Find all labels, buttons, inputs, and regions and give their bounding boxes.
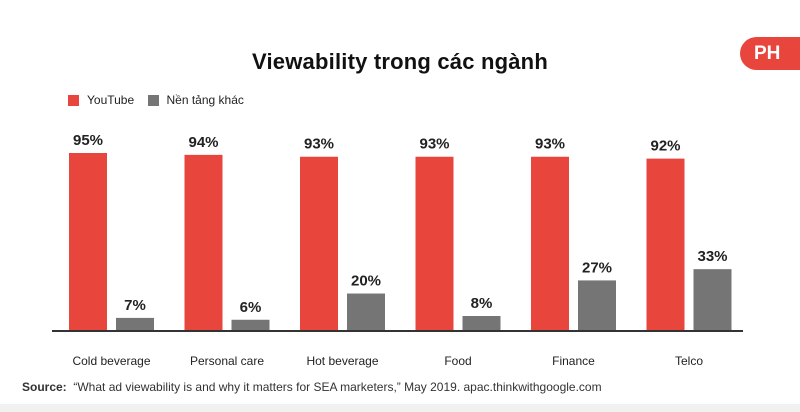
data-label-youtube-1: 95% [73,132,103,149]
legend-label-youtube: YouTube [87,93,135,107]
category-label-3: Hot beverage [306,354,378,368]
category-label-4: Food [444,354,471,368]
data-label-other-1: 7% [124,297,146,314]
category-label-1: Cold beverage [72,354,150,368]
source-label: Source: [22,380,67,394]
bar-other-3 [347,293,385,331]
bar-youtube-3 [300,156,338,331]
bar-youtube-2 [184,154,223,331]
legend: YouTube Nền tảng khác [68,93,254,109]
data-label-youtube-3: 93% [304,136,334,153]
bar-youtube-5 [531,156,569,331]
data-label-other-6: 33% [697,248,727,265]
legend-swatch-other [147,94,159,106]
bar-other-1 [116,317,154,331]
bar-other-2 [231,319,270,331]
data-label-youtube-2: 94% [188,134,218,151]
source-text: “What ad viewability is and why it matte… [73,380,602,394]
legend-item-other: Nền tảng khác [147,93,244,107]
bar-other-5 [578,280,616,331]
category-label-5: Finance [552,354,595,368]
bar-other-6 [693,269,732,331]
bar-youtube-1 [69,153,107,331]
data-label-youtube-5: 93% [535,136,565,153]
bar-youtube-6 [646,158,685,331]
data-label-other-2: 6% [240,299,262,316]
legend-item-youtube: YouTube [68,93,134,107]
data-label-other-4: 8% [471,295,493,312]
data-label-other-5: 27% [582,259,612,276]
data-label-youtube-4: 93% [419,136,449,153]
category-label-6: Telco [675,354,703,368]
legend-label-other: Nền tảng khác [166,93,244,107]
source-note: Source: “What ad viewability is and why … [22,380,602,394]
bar-youtube-4 [415,156,454,331]
footer-band [0,404,800,412]
bar-other-4 [462,316,501,331]
data-label-other-3: 20% [351,273,381,290]
chart-title: Viewability trong các ngành [252,49,548,74]
data-label-youtube-6: 92% [650,138,680,155]
brand-badge: PH [740,37,800,70]
legend-swatch-youtube [68,94,79,106]
category-label-2: Personal care [190,354,264,368]
